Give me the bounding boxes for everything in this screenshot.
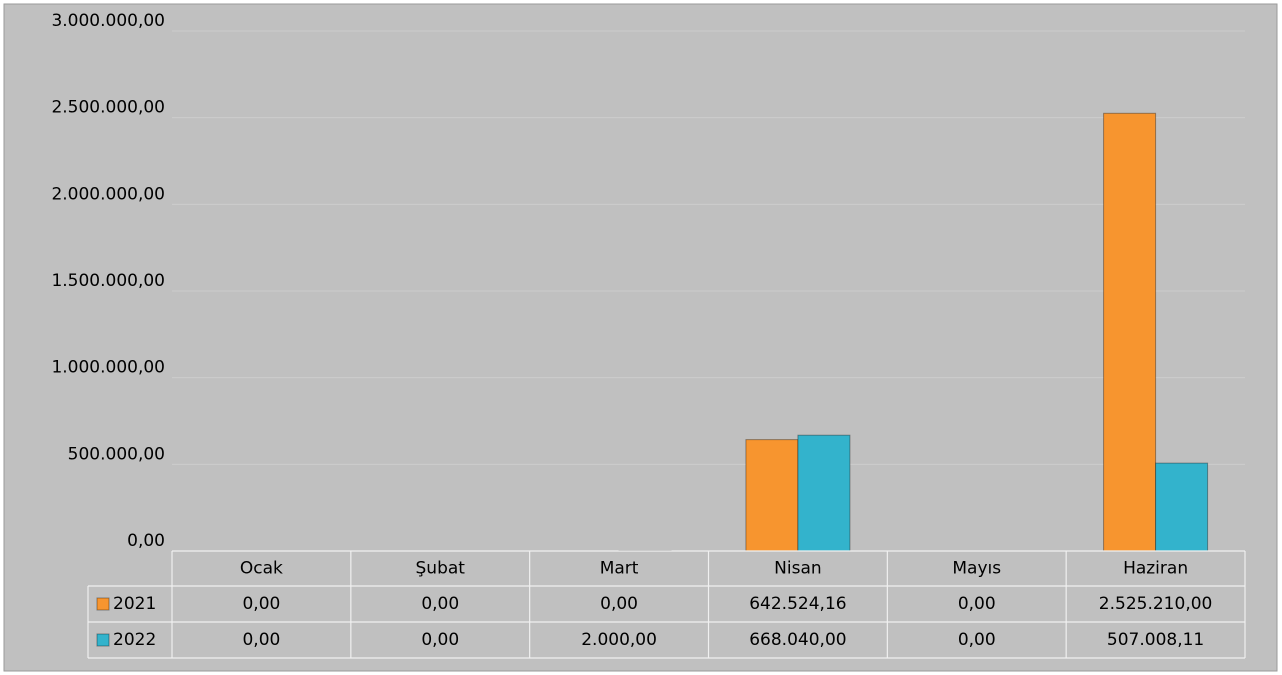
y-tick-label: 3.000.000,00 (51, 11, 165, 31)
table-cell: 0,00 (242, 594, 280, 614)
table-cell: 0,00 (958, 594, 996, 614)
table-cell: 507.008,11 (1107, 630, 1204, 650)
x-tick-label: Ocak (240, 559, 283, 579)
legend-swatch (96, 633, 110, 647)
table-cell: 0,00 (600, 594, 638, 614)
y-tick-label: 500.000,00 (68, 444, 165, 464)
y-tick-label: 2.500.000,00 (51, 98, 165, 118)
chart-background (3, 3, 1278, 672)
x-tick-label: Şubat (416, 559, 466, 579)
x-tick-label: Nisan (774, 559, 822, 579)
bar (797, 434, 851, 552)
y-tick-label: 1.500.000,00 (51, 271, 165, 291)
table-cell: 2.525.210,00 (1099, 594, 1213, 614)
y-tick-label: 1.000.000,00 (51, 358, 165, 378)
table-cell: 668.040,00 (749, 630, 846, 650)
x-tick-label: Mart (600, 559, 639, 579)
legend-label: 2021 (113, 594, 156, 614)
bar (745, 439, 799, 552)
table-cell: 0,00 (242, 630, 280, 650)
bar (1155, 462, 1209, 552)
table-cell: 0,00 (421, 594, 459, 614)
table-cell: 0,00 (958, 630, 996, 650)
y-tick-label: 0,00 (127, 531, 165, 551)
legend-label: 2022 (113, 630, 156, 650)
y-tick-label: 2.000.000,00 (51, 184, 165, 204)
table-cell: 2.000,00 (581, 630, 657, 650)
legend-swatch (96, 597, 110, 611)
x-tick-label: Mayıs (952, 559, 1001, 579)
table-cell: 642.524,16 (749, 594, 846, 614)
table-cell: 0,00 (421, 630, 459, 650)
x-tick-label: Haziran (1123, 559, 1188, 579)
bar (1103, 112, 1157, 552)
